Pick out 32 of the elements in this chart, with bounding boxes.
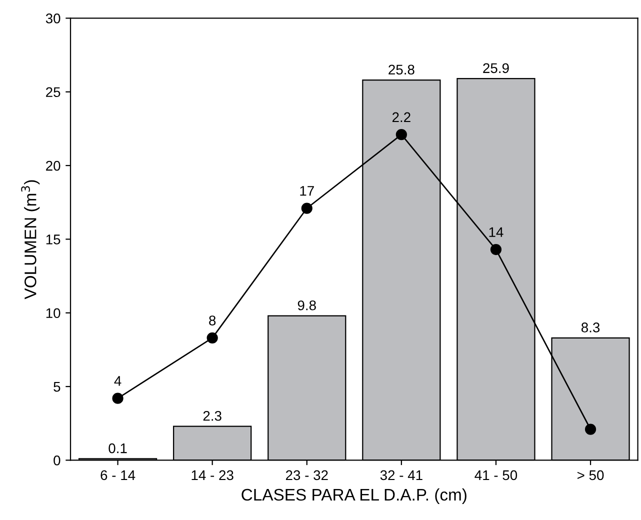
point [112,392,124,404]
x-tick-label: 41 - 50 [474,470,518,480]
y-tick-label: 30 [46,14,60,24]
y-tick-label: 25 [46,87,60,98]
x-tick-label: 14 - 23 [192,470,234,480]
point [490,244,502,256]
y-tick-label: 5 [54,382,60,392]
data-label: 25.9 [483,63,509,74]
y-tick-label: 0 [54,456,60,466]
x-tick-label: 6 - 14 [100,470,136,480]
data-label: 25.8 [388,64,414,75]
data-label: 4 [114,376,122,386]
data-label: 8.3 [581,322,600,332]
data-label: 14 [489,227,504,237]
x-tick-label: 32 - 41 [380,470,422,480]
data-label: 9.8 [298,300,316,310]
data-label: 2.3 [203,410,222,421]
y-tick-label: 10 [46,308,60,318]
data-label: 8 [209,316,216,326]
data-label: 0.1 [108,443,127,454]
y-tick-label: 20 [46,160,60,171]
point [396,129,407,140]
data-label: 17 [300,186,314,196]
y-tick-label: 15 [46,234,60,244]
point [206,332,218,344]
y-axis-title: VOLUMEN (m$^{3}$) [21,180,40,300]
point [584,424,596,435]
annotation: 2.2 [392,112,410,122]
x-tick-label: > 50 [578,470,604,480]
point [301,202,312,214]
x-axis-title: CLASES PARA EL D.A.P. (cm) [242,488,466,504]
x-tick-label: 23 - 32 [286,470,328,480]
